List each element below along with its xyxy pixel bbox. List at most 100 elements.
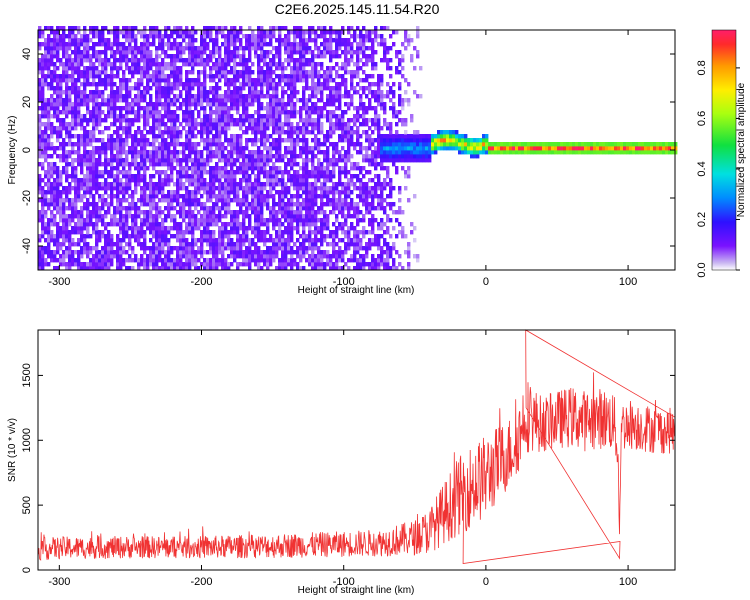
spectrogram-cell [260,166,264,171]
spectrogram-cell [146,58,150,63]
spectrogram-cell [137,238,141,243]
spectrogram-cell [251,158,255,163]
spectrogram-cell [353,122,357,127]
spectrogram-cell [221,74,225,79]
spectrogram-cell [59,234,63,239]
spectrogram-cell [77,210,81,215]
spectrogram-cell [233,94,237,99]
spectrogram-cell [305,154,309,159]
spectrogram-cell [299,26,303,31]
spectrogram-cell [356,114,360,119]
spectrogram-cell [146,114,150,119]
spectrogram-cell [71,106,75,111]
spectrogram-cell [92,202,96,207]
spectrogram-cell [191,178,195,183]
spectrogram-cell [143,106,147,111]
spectrogram-cell [299,54,303,59]
spectrogram-cell [338,134,342,139]
spectrogram-cell [176,190,180,195]
spectrogram-cell [176,202,180,207]
spectrogram-cell [77,98,81,103]
spectrogram-cell [158,266,162,271]
spectrogram-cell [68,138,72,143]
spectrogram-cell [344,110,348,115]
spectrogram-cell [77,178,81,183]
spectrogram-cell [65,250,69,255]
spectrogram-cell [287,238,291,243]
spectrogram-cell [143,146,147,151]
spectrogram-cell [92,98,96,103]
spectrogram-cell [149,42,153,47]
spectrogram-cell [104,190,108,195]
spectrogram-cell [221,126,225,131]
spectrogram-cell [311,246,315,251]
spectrogram-cell [248,158,252,163]
spectrogram-cell [341,118,345,123]
spectrogram-cell [185,250,189,255]
spectrogram-cell [143,186,147,191]
spectrogram-cell [320,94,324,99]
spectrogram-cell [200,58,204,63]
spectrogram-cell [356,118,360,123]
spectrogram-cell [347,158,351,163]
spectrogram-cell [92,166,96,171]
spectrogram-cell [332,246,336,251]
spectrogram-cell [140,162,144,167]
spectrogram-cell [107,202,111,207]
spectrogram-cell [62,146,66,151]
spectrogram-cell [59,94,63,99]
spectrogram-cell [245,118,249,123]
spectrogram-cell [311,50,315,55]
spectrogram-cell [269,74,273,79]
spectrogram-cell [122,126,126,131]
spectrogram-cell [62,262,66,267]
spectrogram-cell [278,134,282,139]
spectrogram-cell [281,126,285,131]
spectrogram-cell [104,146,108,151]
spectrogram-cell [104,86,108,91]
spectrogram-cell [323,238,327,243]
spectrogram-cell [62,30,66,35]
spectrogram-cell [137,142,141,147]
spectrogram-cell [95,138,99,143]
spectrogram-cell [185,190,189,195]
spectrogram-cell [164,230,168,235]
spectrogram-cell [86,66,90,71]
spectrogram-cell [101,246,105,251]
spectrogram-cell [275,82,279,87]
spectrogram-cell [284,118,288,123]
spectrogram-cell [215,98,219,103]
spectrogram-cell [305,214,309,219]
spectrogram-cell [248,46,252,51]
spectrogram-cell [164,106,168,111]
spectrogram-cell [314,170,318,175]
spectrogram-cell [302,50,306,55]
spectrogram-cell [92,178,96,183]
spectrogram-cell [275,86,279,91]
spectrogram-cell [326,198,330,203]
spectrogram-cell [158,70,162,75]
spectrogram-cell [215,258,219,263]
spectrogram-cell [38,186,42,191]
spectrogram-cell [350,206,354,211]
spectrogram-cell [206,134,210,139]
spectrogram-cell [128,186,132,191]
spectrogram-cell [308,186,312,191]
spectrogram-cell [59,62,63,67]
spectrogram-cell [305,178,309,183]
spectrogram-cell [314,42,318,47]
spectrogram-cell [260,210,264,215]
spectrogram-cell [329,90,333,95]
spectrogram-cell [287,122,291,127]
spectrogram-cell [260,90,264,95]
spectrogram-cell [227,162,231,167]
spectrogram-cell [131,202,135,207]
spectrogram-cell [176,138,180,143]
spectrogram-cell [149,66,153,71]
spectrogram-cell [77,46,81,51]
spectrogram-cell [212,262,216,267]
spectrogram-cell [149,62,153,67]
spectrogram-cell [83,190,87,195]
spectrogram-cell [107,250,111,255]
spectrogram-cell [134,118,138,123]
